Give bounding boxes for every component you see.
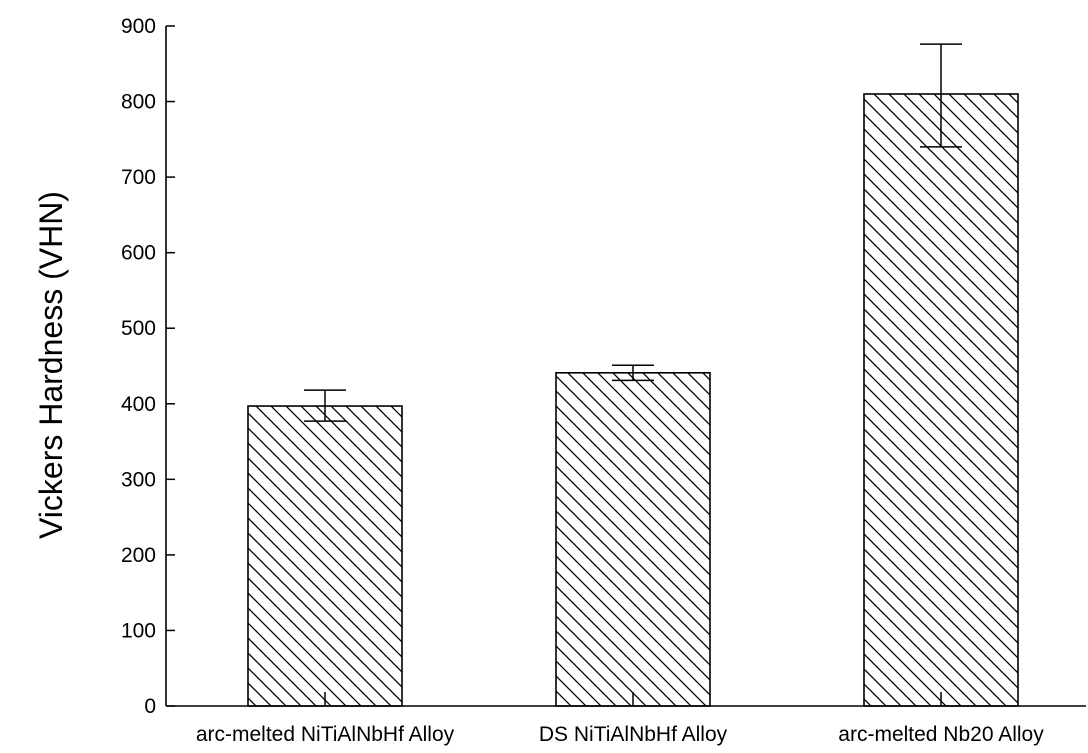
bar-3: [863, 93, 1019, 707]
y-tick-label: 900: [121, 15, 156, 38]
error-bar-3: [920, 43, 962, 148]
y-tick-label: 200: [121, 544, 156, 567]
y-axis-title: Vickers Hardness (VHN): [33, 191, 69, 539]
error-bar-1: [304, 389, 346, 422]
y-tick-label: 0: [144, 695, 156, 718]
x-category-label: arc-melted NiTiAlNbHf Alloy: [196, 723, 455, 746]
x-category-label: DS NiTiAlNbHf Alloy: [539, 723, 728, 746]
error-bar-2: [612, 364, 654, 382]
bar-2: [555, 371, 711, 707]
y-tick-label: 600: [121, 242, 156, 265]
y-tick-label: 300: [121, 468, 156, 491]
bar-1: [247, 405, 403, 707]
axes-layer: 0 100 200 300 400 500 600 700 800 900 arc-melted N…: [121, 15, 1086, 746]
y-tick-label: 700: [121, 166, 156, 189]
bars-layer: [247, 93, 1019, 707]
y-tick-label: 500: [121, 317, 156, 340]
x-category-label: arc-melted Nb20 Alloy: [838, 723, 1044, 746]
error-bars-layer: [304, 43, 962, 422]
y-tick-label: 800: [121, 91, 156, 114]
y-tick-label: 100: [121, 619, 156, 642]
y-tick-label: 400: [121, 393, 156, 416]
